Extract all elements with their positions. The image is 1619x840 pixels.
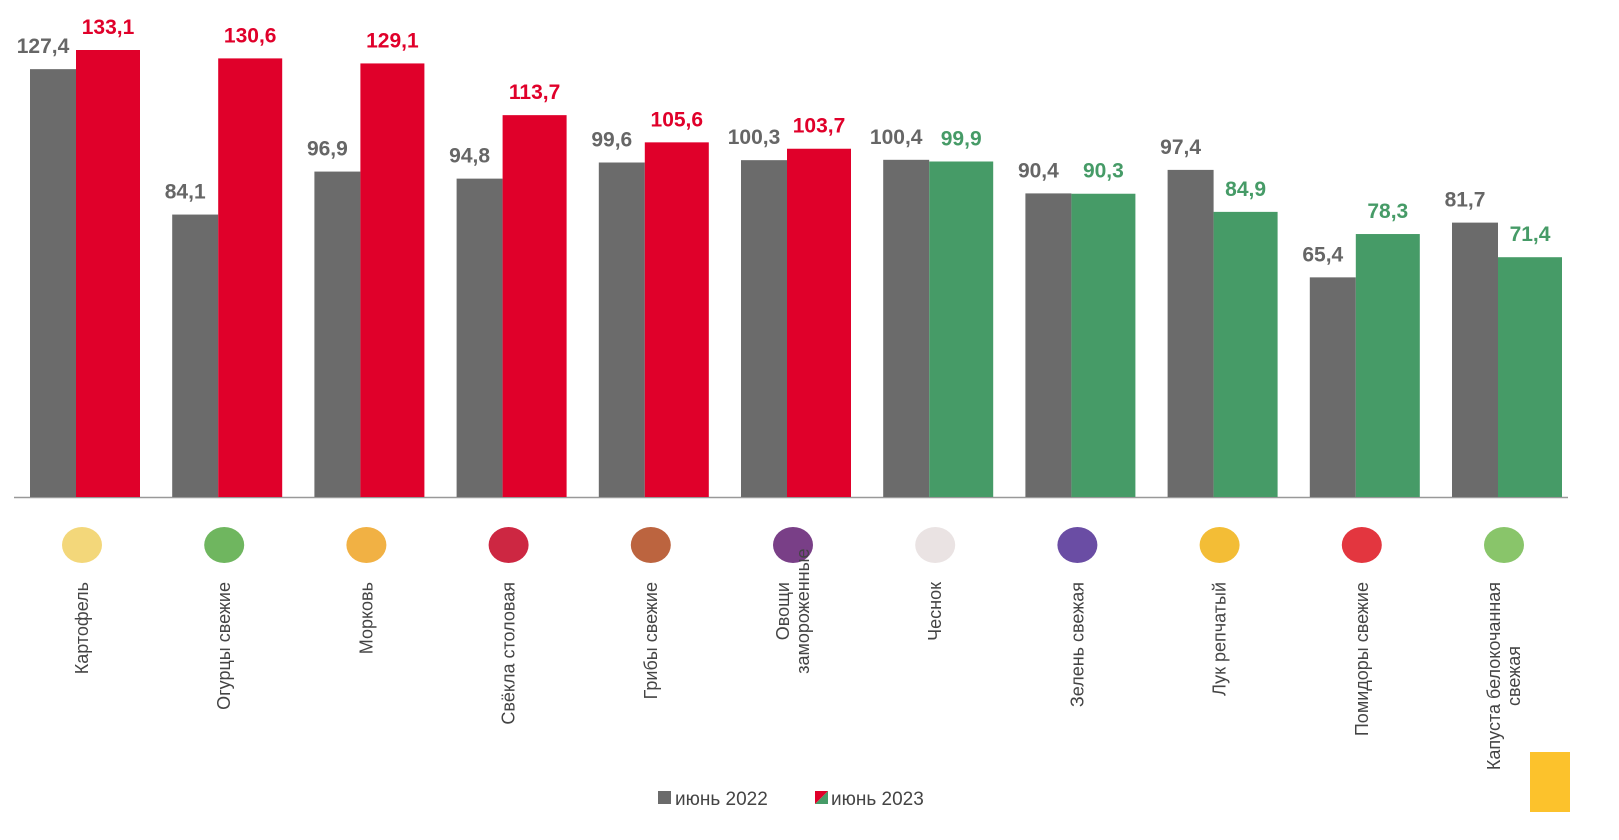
x-tick-label: Капуста белокочаннаясвежая — [1484, 582, 1524, 770]
value-label: 96,9 — [307, 138, 348, 161]
value-label: 133,1 — [82, 16, 135, 39]
value-label: 127,4 — [17, 35, 70, 58]
x-tick-label: Грибы свежие — [641, 582, 661, 699]
x-tick-label: Чеснок — [925, 582, 945, 641]
value-label: 81,7 — [1445, 189, 1486, 212]
x-tick-label: Овощизамороженные — [773, 548, 813, 673]
icon — [915, 527, 955, 563]
bar — [883, 160, 929, 497]
icon — [631, 527, 671, 563]
decor — [1530, 752, 1570, 812]
value-label: 94,8 — [449, 145, 490, 168]
bar — [929, 161, 993, 497]
bar — [1071, 194, 1135, 497]
icon — [1200, 527, 1240, 563]
icon — [346, 527, 386, 563]
value-label: 99,6 — [591, 129, 632, 152]
bar — [1214, 212, 1278, 497]
bar — [172, 215, 218, 497]
value-label: 65,4 — [1302, 243, 1343, 266]
icon — [1484, 527, 1524, 563]
legend-swatch — [658, 791, 671, 804]
bar — [1452, 223, 1498, 497]
value-label: 100,4 — [870, 126, 923, 149]
value-label: 113,7 — [509, 81, 560, 104]
bar — [314, 172, 360, 497]
label-line: свежая — [1504, 646, 1524, 706]
bar — [741, 160, 787, 497]
bar — [1356, 234, 1420, 497]
value-label: 129,1 — [366, 29, 419, 52]
x-tick-label: Огурцы свежие — [214, 582, 234, 710]
bar — [1025, 193, 1071, 497]
icon — [489, 527, 529, 563]
legend-label: июнь 2022 — [675, 789, 768, 810]
chart: июнь 2022 июнь 2023 127,4 133,1 Картофель 8… — [0, 0, 1619, 835]
bar — [1168, 170, 1214, 497]
x-tick-label: Зелень свежая — [1067, 582, 1087, 707]
value-label: 84,1 — [165, 181, 206, 204]
bar — [360, 63, 424, 497]
x-tick-label: Лук репчатый — [1210, 582, 1230, 696]
value-label: 90,4 — [1018, 159, 1059, 182]
bar — [1498, 257, 1562, 497]
label-line: Капуста белокочанная — [1484, 582, 1504, 770]
legend-label: июнь 2023 — [831, 789, 924, 810]
bar — [787, 149, 851, 497]
value-label: 71,4 — [1510, 223, 1551, 246]
value-label: 78,3 — [1367, 200, 1408, 223]
label-line: замороженные — [793, 548, 813, 673]
icon — [62, 527, 102, 563]
icon — [1342, 527, 1382, 563]
bar — [645, 142, 709, 497]
bar — [457, 179, 503, 497]
x-tick-label: Морковь — [356, 582, 376, 654]
value-label: 130,6 — [224, 24, 277, 47]
x-tick-label: Помидоры свежие — [1352, 582, 1372, 736]
label-line: Овощи — [773, 582, 793, 640]
x-tick-label: Свёкла столовая — [499, 582, 519, 725]
icon — [204, 527, 244, 563]
value-label: 99,9 — [941, 127, 982, 150]
bar — [218, 58, 282, 497]
value-label: 103,7 — [793, 115, 846, 138]
value-label: 97,4 — [1160, 136, 1201, 159]
bar — [30, 69, 76, 497]
value-label: 84,9 — [1225, 178, 1266, 201]
bar — [503, 115, 567, 497]
value-label: 100,3 — [728, 126, 781, 149]
value-label: 90,3 — [1083, 160, 1124, 183]
bar — [76, 50, 140, 497]
bar — [599, 163, 645, 497]
value-label: 105,6 — [651, 108, 704, 131]
bar — [1310, 277, 1356, 497]
x-tick-label: Картофель — [72, 582, 92, 674]
legend: июнь 2022 июнь 2023 — [658, 789, 924, 810]
icon — [1057, 527, 1097, 563]
